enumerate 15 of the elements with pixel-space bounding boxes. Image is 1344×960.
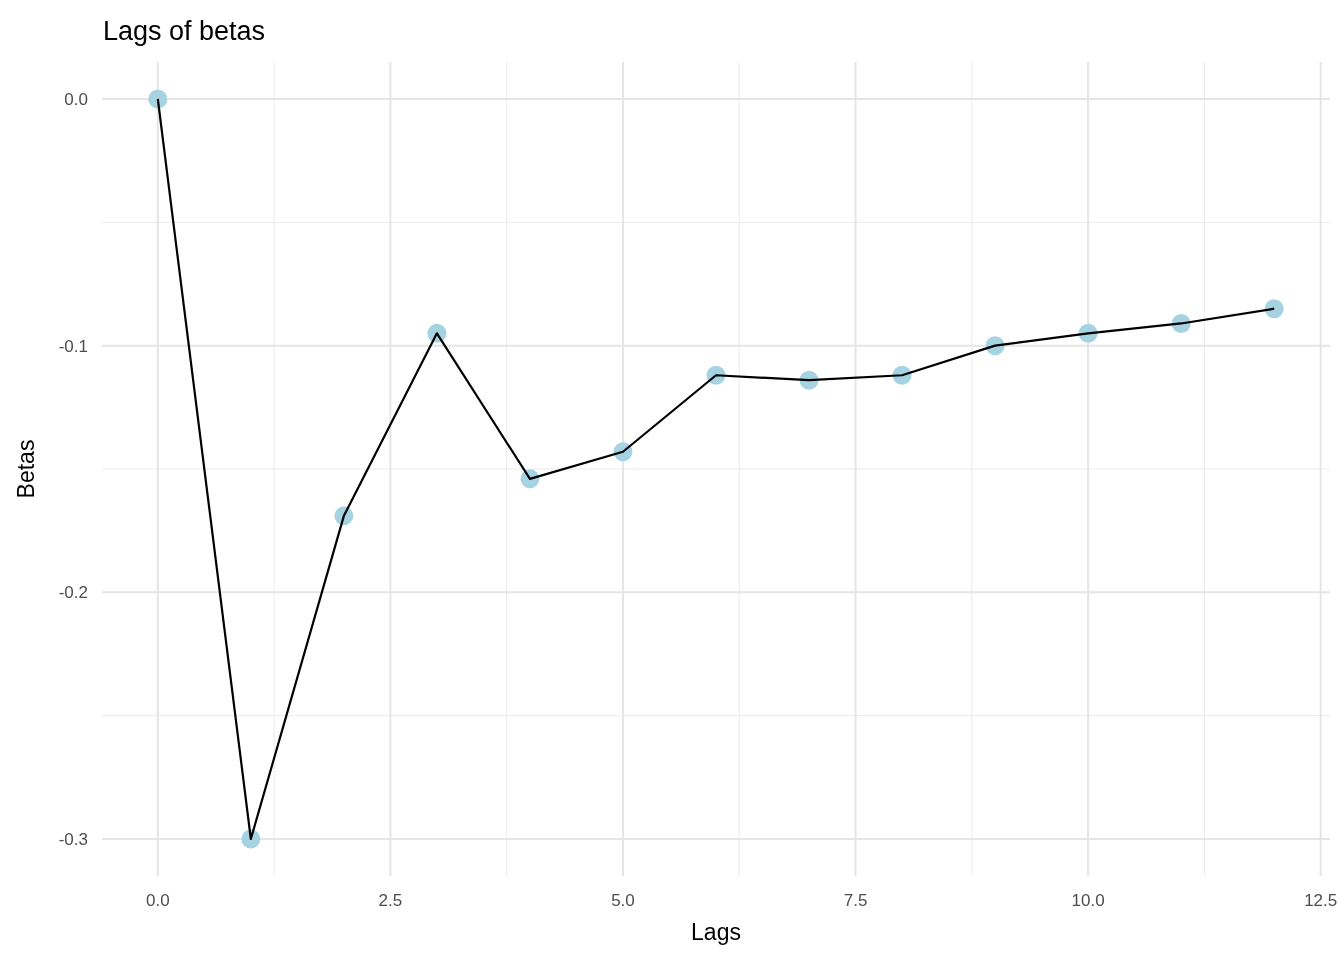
x-axis-title: Lags [691, 919, 741, 945]
y-tick-label: -0.2 [58, 583, 88, 603]
x-tick-label: 2.5 [378, 891, 403, 910]
y-tick-label: 0.0 [64, 89, 88, 109]
y-tick-label: -0.3 [58, 829, 88, 849]
x-tick-label: 0.0 [146, 891, 170, 910]
point [148, 89, 168, 109]
y-tick-label: -0.1 [58, 336, 88, 356]
chart-title: Lags of betas [103, 16, 266, 46]
y-axis-title: Betas [13, 439, 39, 499]
x-tick-label: 7.5 [843, 891, 868, 910]
x-tick-label: 10.0 [1071, 891, 1105, 910]
x-tick-label: 5.0 [611, 891, 635, 910]
x-tick-label: 12.5 [1304, 891, 1338, 910]
point [1264, 299, 1284, 319]
